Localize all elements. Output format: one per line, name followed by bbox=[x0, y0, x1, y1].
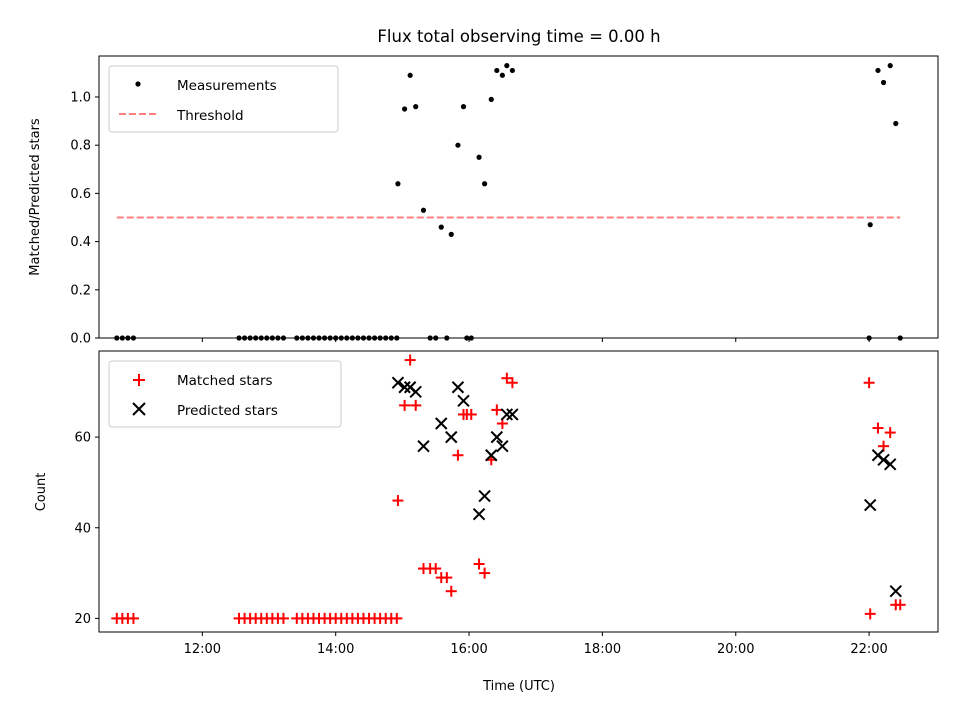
predicted-star-marker bbox=[472, 507, 486, 521]
x-tick-label: 16:00 bbox=[450, 642, 487, 657]
predicted-star-marker bbox=[500, 408, 514, 421]
matched-star-marker bbox=[445, 585, 457, 597]
measurement-point bbox=[887, 63, 893, 69]
ratio-y-tick-label: 0.4 bbox=[70, 235, 91, 250]
figure-title: Flux total observing time = 0.00 h bbox=[377, 27, 660, 46]
measurement-point bbox=[460, 104, 467, 110]
measurement-point bbox=[401, 106, 408, 112]
measurement-point bbox=[448, 231, 454, 237]
count-y-tick-label: 60 bbox=[74, 431, 91, 446]
matched-star-marker bbox=[863, 377, 875, 389]
predicted-star-marker bbox=[409, 385, 422, 398]
measurement-point bbox=[455, 142, 461, 148]
predicted-star-marker bbox=[445, 430, 458, 444]
predicted-star-marker bbox=[490, 430, 504, 444]
x-tick-label: 18:00 bbox=[584, 642, 621, 657]
x-tick-label: 20:00 bbox=[717, 642, 754, 657]
measurements-legend-marker bbox=[135, 81, 141, 87]
matched-star-marker bbox=[410, 399, 422, 411]
count-y-axis-label: Count bbox=[34, 473, 49, 512]
matched-star-marker bbox=[391, 612, 403, 624]
matched-star-marker bbox=[479, 567, 491, 579]
matched-star-marker bbox=[430, 563, 442, 575]
matched-star-marker bbox=[277, 612, 289, 624]
measurement-point bbox=[438, 224, 444, 230]
predicted-star-marker bbox=[435, 417, 448, 430]
predicted-star-marker bbox=[398, 381, 411, 394]
ratio-panel-frame bbox=[98, 55, 939, 339]
predicted-legend-label: Predicted stars bbox=[177, 403, 278, 419]
matched-star-marker bbox=[465, 408, 477, 420]
ratio-y-tick-label: 1.0 bbox=[70, 90, 91, 105]
measurement-point bbox=[880, 79, 887, 86]
measurement-point bbox=[875, 67, 881, 74]
matched-star-marker bbox=[506, 377, 518, 389]
measurement-point bbox=[867, 222, 873, 228]
ratio-y-tick-label: 0.2 bbox=[70, 283, 91, 298]
x-axis-label: Time (UTC) bbox=[482, 679, 555, 694]
predicted-star-marker bbox=[506, 408, 519, 421]
matched-star-marker bbox=[452, 449, 464, 461]
predicted-star-marker bbox=[417, 439, 430, 453]
ratio-legend: Measurements Threshold bbox=[108, 65, 339, 133]
x-tick-label: 12:00 bbox=[184, 642, 221, 657]
matched-star-marker bbox=[399, 399, 411, 411]
count-panel: 20 40 60 12:00 14:00 16:00 18:00 20:00 22:00 Co… bbox=[34, 350, 939, 694]
count-legend: Matched stars Predicted stars bbox=[108, 360, 342, 428]
predicted-star-marker bbox=[451, 381, 465, 394]
matched-star-marker bbox=[894, 599, 906, 611]
predicted-star-marker bbox=[496, 439, 509, 453]
predicted-star-marker bbox=[884, 458, 897, 471]
matched-legend-label: Matched stars bbox=[177, 373, 273, 389]
x-tick-label: 22:00 bbox=[850, 642, 887, 657]
measurement-point bbox=[494, 67, 500, 74]
measurements-legend-label: Measurements bbox=[177, 78, 277, 94]
ratio-y-tick-label: 0.0 bbox=[70, 332, 91, 347]
count-legend-box bbox=[108, 360, 342, 428]
ratio-legend-box bbox=[108, 65, 339, 133]
predicted-star-marker bbox=[391, 376, 405, 389]
matched-star-marker bbox=[441, 572, 453, 584]
matched-star-marker bbox=[392, 495, 404, 507]
measurement-point bbox=[413, 104, 419, 110]
measurement-point bbox=[509, 67, 515, 74]
measurement-point bbox=[407, 72, 413, 78]
predicted-star-marker bbox=[478, 489, 491, 503]
predicted-star-marker bbox=[485, 449, 498, 462]
x-tick-label: 14:00 bbox=[317, 642, 354, 657]
matched-star-marker bbox=[501, 372, 513, 384]
matched-star-marker bbox=[884, 427, 896, 439]
matched-star-marker bbox=[491, 404, 503, 416]
measurement-point bbox=[395, 181, 401, 187]
matched-star-marker bbox=[864, 608, 876, 620]
ratio-y-tick-label: 0.6 bbox=[70, 187, 91, 202]
threshold-legend-label: Threshold bbox=[176, 108, 244, 124]
predicted-star-marker bbox=[457, 394, 470, 408]
count-y-tick-label: 40 bbox=[74, 521, 91, 536]
measurement-point bbox=[420, 207, 427, 213]
ratio-y-tick-label: 0.8 bbox=[70, 139, 91, 154]
measurement-point bbox=[893, 120, 899, 127]
measurement-point bbox=[499, 72, 505, 78]
measurement-point bbox=[504, 63, 510, 69]
matched-star-marker bbox=[473, 558, 485, 570]
measurement-point bbox=[482, 181, 488, 187]
count-y-tick-label: 20 bbox=[74, 612, 91, 627]
predicted-star-marker bbox=[877, 453, 890, 466]
measurement-point bbox=[476, 154, 482, 160]
matched-star-marker bbox=[404, 354, 416, 366]
measurement-point bbox=[488, 96, 494, 102]
predicted-star-marker bbox=[864, 498, 877, 512]
matched-legend-marker bbox=[133, 374, 145, 386]
ratio-panel: 0.0 0.2 0.4 0.6 0.8 1.0 Matched/Predicted sta… bbox=[28, 55, 939, 347]
predicted-legend-marker bbox=[132, 402, 146, 416]
matched-star-marker bbox=[872, 422, 884, 434]
predicted-star-marker bbox=[889, 585, 902, 598]
matched-star-marker bbox=[127, 612, 139, 624]
count-panel-frame bbox=[98, 350, 939, 633]
ratio-y-axis-label: Matched/Predicted stars bbox=[28, 118, 43, 276]
